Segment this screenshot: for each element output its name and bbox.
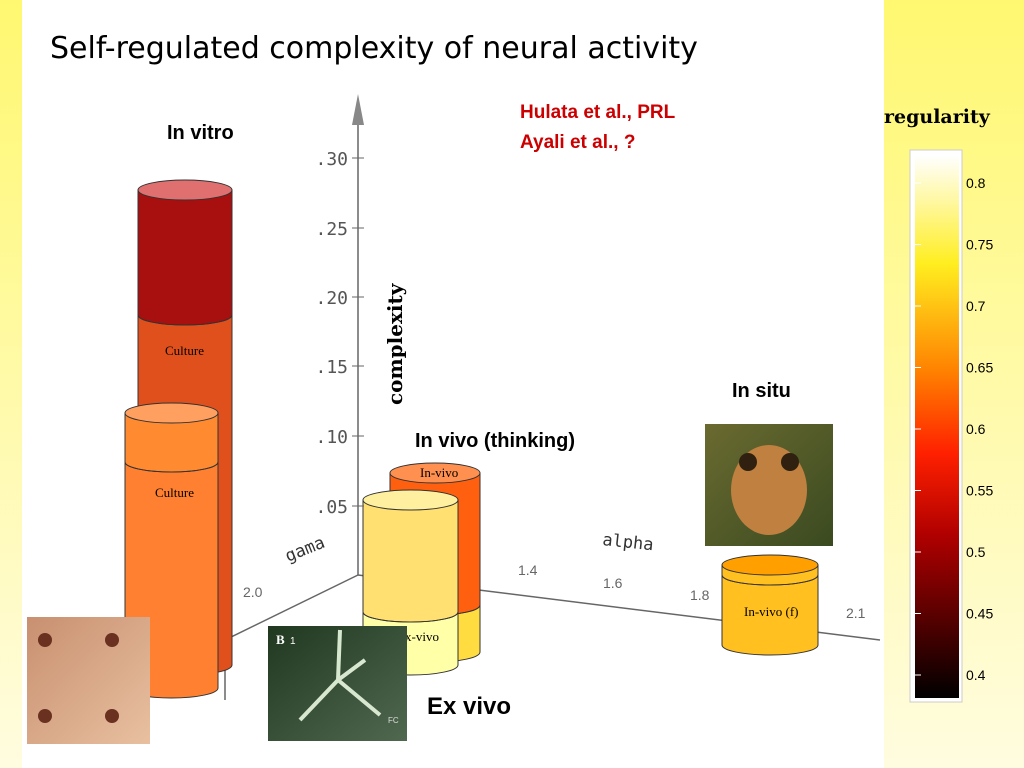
colorbar-tick-label: 0.45 [966,606,993,622]
cylinder-cap [389,462,481,484]
colorbar [915,155,959,698]
cylinder-body [362,499,459,623]
axis-tick-label: .30 [315,149,348,170]
group-label: In situ [732,380,791,402]
title: Self-regulated complexity of neural acti… [50,31,698,66]
axis-tick-label: 1.8 [690,587,710,603]
cylinder-label: In-vivo (f) [744,604,799,619]
cylinder-cap [137,179,233,201]
axis-tick-label: .25 [315,219,348,240]
cylinder-cap [124,402,219,424]
cylinder-label: In-vivo [420,465,458,480]
axis-tick-label: 2.0 [243,584,263,600]
locust-eye [739,453,757,471]
electrodes [38,633,119,723]
cylinder-label: x-vivo [405,629,439,644]
cylinder-cap [721,554,819,576]
axis-label: complexity [383,282,407,405]
image-text: 1 [290,636,296,647]
image-text: FC [388,716,399,725]
axis-tick-label: .10 [315,427,348,448]
colorbar-tick-label: 0.75 [966,237,993,253]
axis-tick-label: 2.1 [846,605,866,621]
cylinder-band [721,574,819,586]
cylinder-band [362,611,459,623]
axis-arrow [352,94,364,125]
colorbar-tick-label: 0.65 [966,360,993,376]
cylinder-body [137,189,233,326]
group-label: In vivo (thinking) [415,430,575,452]
cylinder-cap [362,489,459,511]
colorbar-tick-label: 0.55 [966,483,993,499]
cylinder-band [137,314,233,326]
cylinder-label: Culture [155,485,194,500]
colorbar-tick-label: 0.4 [966,667,986,683]
colorbar-label: regularity [884,106,991,128]
cylinder-label: Culture [165,343,204,358]
group-label: In vitro [167,122,234,144]
axis-tick-label: 1.6 [603,575,623,591]
colorbar-tick-label: 0.7 [966,298,986,314]
image-text: B [276,632,285,647]
colorbar-tick-label: 0.5 [966,544,986,560]
group-label: Ex vivo [427,693,511,720]
colorbar-tick-label: 0.8 [966,175,986,191]
neuron-shape [298,629,382,722]
axis-tick-label: 1.4 [518,562,538,578]
reference: Ayali et al., ? [520,132,635,153]
axis-tick-label: .15 [315,357,348,378]
cylinder-band [124,461,219,473]
axis-tick-label: .05 [315,497,348,518]
locust-eye [781,453,799,471]
reference: Hulata et al., PRL [520,102,676,123]
colorbar-tick-label: 0.6 [966,421,986,437]
cylinder-body [721,574,819,656]
axis-tick-label: .20 [315,288,348,309]
